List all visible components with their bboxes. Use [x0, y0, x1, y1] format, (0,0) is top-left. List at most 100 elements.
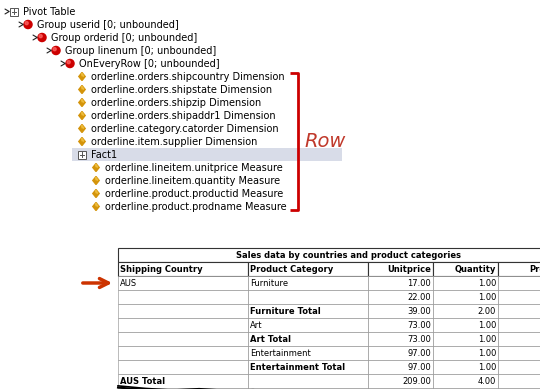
Bar — [433, 304, 498, 318]
Bar — [498, 332, 540, 346]
Bar — [433, 290, 498, 304]
Circle shape — [53, 47, 56, 51]
Text: 97.00: 97.00 — [407, 363, 431, 371]
Bar — [433, 360, 498, 374]
Circle shape — [52, 46, 60, 54]
Bar — [118, 318, 248, 332]
Bar — [433, 318, 498, 332]
Bar — [498, 290, 540, 304]
Bar — [433, 262, 498, 276]
Bar — [118, 248, 540, 262]
Polygon shape — [93, 203, 99, 210]
Bar — [433, 388, 498, 389]
Bar — [72, 148, 342, 161]
Bar — [498, 262, 540, 276]
Text: orderline.orders.shipstate Dimension: orderline.orders.shipstate Dimension — [91, 84, 272, 95]
Text: orderline.orders.shipaddr1 Dimension: orderline.orders.shipaddr1 Dimension — [91, 110, 275, 121]
Bar — [368, 304, 433, 318]
Text: orderline.product.prodname Measure: orderline.product.prodname Measure — [105, 202, 287, 212]
Text: 1.00: 1.00 — [477, 335, 496, 343]
Bar — [248, 276, 368, 290]
Text: Entertainment: Entertainment — [250, 349, 310, 357]
Bar — [248, 360, 368, 374]
Text: Unitprice: Unitprice — [387, 265, 431, 273]
Circle shape — [39, 35, 42, 38]
Bar — [10, 7, 18, 16]
Bar — [368, 360, 433, 374]
Text: orderline.product.productid Measure: orderline.product.productid Measure — [105, 189, 284, 198]
Circle shape — [67, 61, 70, 64]
Polygon shape — [93, 177, 99, 184]
Bar — [368, 332, 433, 346]
Circle shape — [25, 21, 28, 25]
Bar — [368, 290, 433, 304]
Text: 1.00: 1.00 — [477, 279, 496, 287]
Bar — [118, 304, 248, 318]
Bar — [368, 262, 433, 276]
Circle shape — [24, 21, 32, 28]
Text: 73.00: 73.00 — [407, 321, 431, 329]
Bar — [498, 374, 540, 388]
Polygon shape — [79, 112, 85, 119]
Text: Furniture Total: Furniture Total — [250, 307, 321, 315]
Text: orderline.lineitem.unitprice Measure: orderline.lineitem.unitprice Measure — [105, 163, 283, 172]
Polygon shape — [79, 137, 85, 145]
Bar — [248, 290, 368, 304]
Text: 97.00: 97.00 — [407, 349, 431, 357]
Polygon shape — [96, 177, 98, 180]
Text: Row: Row — [304, 132, 346, 151]
Bar — [433, 276, 498, 290]
Text: Productid: Productid — [530, 265, 540, 273]
Circle shape — [66, 60, 74, 68]
Text: Entertainment Total: Entertainment Total — [250, 363, 345, 371]
Bar — [498, 318, 540, 332]
Text: orderline.orders.shipcountry Dimension: orderline.orders.shipcountry Dimension — [91, 72, 285, 82]
Polygon shape — [79, 124, 85, 133]
Polygon shape — [96, 190, 98, 193]
Circle shape — [38, 33, 46, 42]
Text: orderline.item.supplier Dimension: orderline.item.supplier Dimension — [91, 137, 258, 147]
Text: Quantity: Quantity — [455, 265, 496, 273]
Bar — [498, 360, 540, 374]
Text: Sales data by countries and product categories: Sales data by countries and product cate… — [235, 251, 461, 259]
Polygon shape — [79, 72, 85, 81]
Text: orderline.lineitem.quantity Measure: orderline.lineitem.quantity Measure — [105, 175, 280, 186]
Text: Group linenum [0; unbounded]: Group linenum [0; unbounded] — [65, 46, 216, 56]
Text: 17.00: 17.00 — [407, 279, 431, 287]
Bar — [248, 346, 368, 360]
Bar — [248, 374, 368, 388]
Bar — [118, 290, 248, 304]
Polygon shape — [96, 164, 98, 167]
Bar — [118, 276, 248, 290]
Text: AUS Total: AUS Total — [120, 377, 165, 385]
Text: 4.00: 4.00 — [477, 377, 496, 385]
Polygon shape — [93, 163, 99, 172]
Bar — [118, 346, 248, 360]
Text: Product Category: Product Category — [250, 265, 333, 273]
Text: Shipping Country: Shipping Country — [120, 265, 202, 273]
Bar — [498, 388, 540, 389]
Text: Group orderid [0; unbounded]: Group orderid [0; unbounded] — [51, 33, 197, 42]
Text: 22.00: 22.00 — [407, 293, 431, 301]
Text: 1.00: 1.00 — [477, 349, 496, 357]
Polygon shape — [82, 86, 84, 89]
Bar — [498, 276, 540, 290]
Text: 1.00: 1.00 — [477, 321, 496, 329]
Polygon shape — [79, 86, 85, 93]
Bar — [368, 276, 433, 290]
Bar — [118, 388, 248, 389]
Polygon shape — [82, 112, 84, 115]
Bar — [368, 346, 433, 360]
Bar — [498, 346, 540, 360]
Polygon shape — [82, 73, 84, 76]
Polygon shape — [96, 203, 98, 206]
Text: orderline.orders.shipzip Dimension: orderline.orders.shipzip Dimension — [91, 98, 261, 107]
Text: 1.00: 1.00 — [477, 363, 496, 371]
Text: Group userid [0; unbounded]: Group userid [0; unbounded] — [37, 19, 179, 30]
Text: 73.00: 73.00 — [407, 335, 431, 343]
Text: OnEveryRow [0; unbounded]: OnEveryRow [0; unbounded] — [79, 58, 220, 68]
Bar — [118, 262, 248, 276]
Text: Furniture: Furniture — [250, 279, 288, 287]
Polygon shape — [93, 189, 99, 198]
Bar — [498, 304, 540, 318]
